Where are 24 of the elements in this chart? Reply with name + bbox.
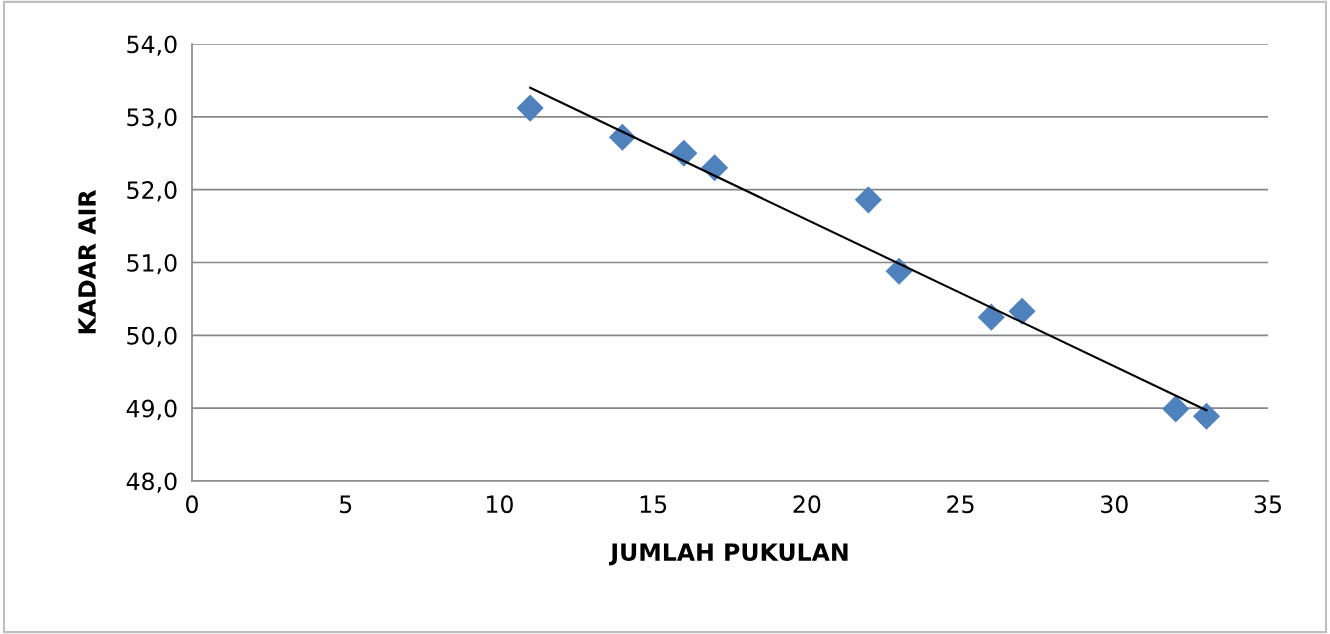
- point: [977, 303, 1005, 331]
- point: [854, 186, 882, 214]
- y-tick-label: 54,0: [127, 35, 177, 56]
- point: [1162, 395, 1190, 423]
- x-tick-label: 20: [793, 495, 821, 514]
- x-tick-label: 5: [340, 495, 352, 514]
- x-tick-label: 10: [487, 495, 513, 514]
- y-tick-label: 48,0: [126, 472, 177, 493]
- x-tick-label: 30: [1101, 495, 1128, 514]
- x-tick-label: 15: [640, 495, 667, 514]
- x-tick-label: 25: [947, 495, 974, 514]
- y-tick-label: 50,0: [127, 326, 177, 348]
- point: [1008, 297, 1036, 325]
- x-tick-label: 35: [1254, 495, 1281, 514]
- point: [1192, 402, 1221, 430]
- y-tick-label: 53,0: [127, 108, 177, 129]
- y-tick-label: 51,0: [127, 253, 177, 275]
- y-tick-label: 49,0: [126, 399, 177, 420]
- y-axis-title: KADAR AIR: [78, 189, 96, 334]
- point: [516, 94, 544, 122]
- x-axis-title: JUMLAH PUKULAN: [608, 543, 848, 566]
- y-tick-label: 52,0: [127, 181, 177, 202]
- x-tick-label: 0: [186, 495, 198, 514]
- point: [670, 139, 698, 167]
